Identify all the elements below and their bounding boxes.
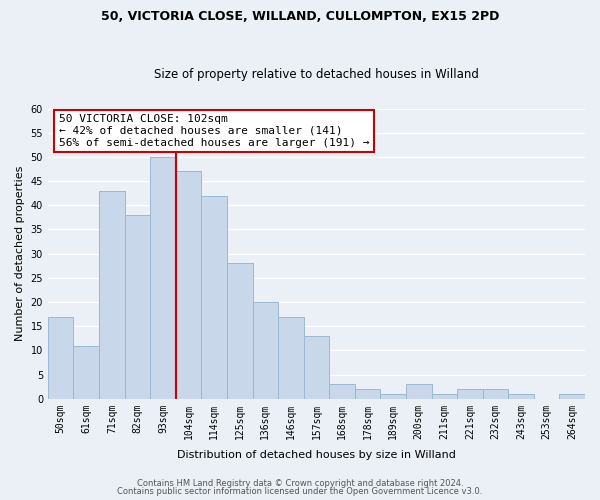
Bar <box>278 316 304 399</box>
Y-axis label: Number of detached properties: Number of detached properties <box>15 166 25 342</box>
Bar <box>227 264 253 399</box>
X-axis label: Distribution of detached houses by size in Willand: Distribution of detached houses by size … <box>177 450 456 460</box>
Text: Contains public sector information licensed under the Open Government Licence v3: Contains public sector information licen… <box>118 487 482 496</box>
Bar <box>406 384 431 399</box>
Bar <box>125 215 150 399</box>
Bar <box>304 336 329 399</box>
Bar <box>253 302 278 399</box>
Bar <box>482 389 508 399</box>
Title: Size of property relative to detached houses in Willand: Size of property relative to detached ho… <box>154 68 479 81</box>
Bar <box>508 394 534 399</box>
Text: Contains HM Land Registry data © Crown copyright and database right 2024.: Contains HM Land Registry data © Crown c… <box>137 478 463 488</box>
Bar <box>329 384 355 399</box>
Bar <box>48 316 73 399</box>
Text: 50, VICTORIA CLOSE, WILLAND, CULLOMPTON, EX15 2PD: 50, VICTORIA CLOSE, WILLAND, CULLOMPTON,… <box>101 10 499 23</box>
Bar <box>150 157 176 399</box>
Bar <box>355 389 380 399</box>
Text: 50 VICTORIA CLOSE: 102sqm
← 42% of detached houses are smaller (141)
56% of semi: 50 VICTORIA CLOSE: 102sqm ← 42% of detac… <box>59 114 369 148</box>
Bar <box>99 191 125 399</box>
Bar <box>559 394 585 399</box>
Bar <box>202 196 227 399</box>
Bar <box>431 394 457 399</box>
Bar <box>457 389 482 399</box>
Bar <box>176 172 202 399</box>
Bar <box>380 394 406 399</box>
Bar <box>73 346 99 399</box>
